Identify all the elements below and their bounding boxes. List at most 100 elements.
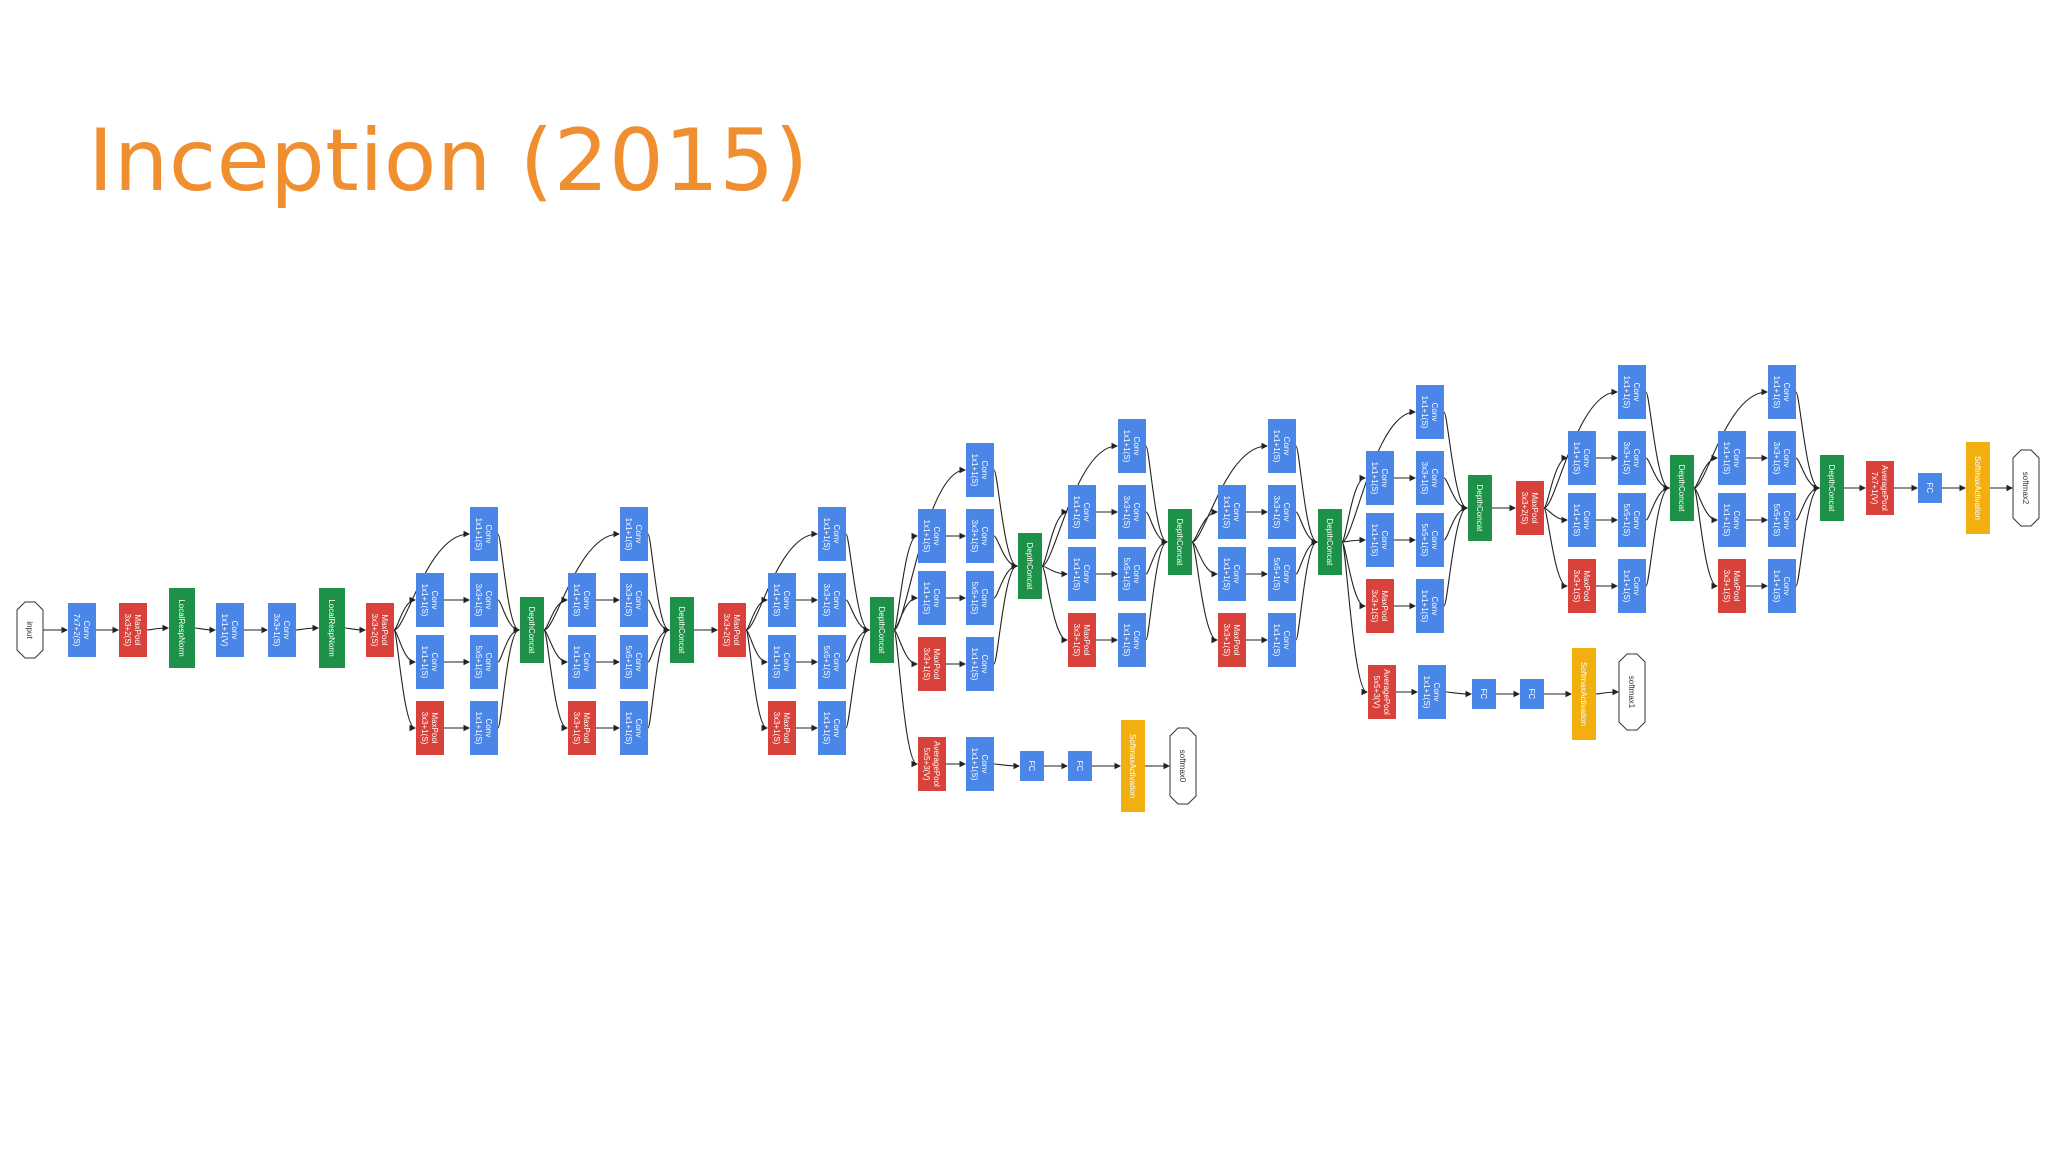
- node-i4dc5-shape: [1268, 547, 1296, 601]
- node-i3amp-label: MaxPool3x3+1(S): [420, 712, 439, 745]
- node-i3bmp: MaxPool3x3+1(S): [568, 701, 596, 755]
- node-i4db1-shape: [1268, 419, 1296, 473]
- node-i4cmp: MaxPool3x3+1(S): [1068, 613, 1096, 667]
- node-i5ac5-label: Conv5x5+1(S): [1622, 504, 1641, 537]
- edge-i3ac3-i3acat: [497, 599, 521, 634]
- node-i4cr3: Conv1x1+1(S): [1068, 485, 1096, 539]
- node-i4dr3: Conv1x1+1(S): [1218, 485, 1246, 539]
- node-i3bc5-label: Conv5x5+1(S): [624, 646, 643, 679]
- node-i4br3-shape: [918, 509, 946, 563]
- node-i4dr5-label: Conv1x1+1(S): [1222, 558, 1241, 591]
- node-i4dcat: DepthConcat: [1318, 509, 1342, 575]
- node-i3br5-shape: [568, 635, 596, 689]
- node-i3ac3-shape: [470, 573, 498, 627]
- node-i4emp-shape: [1366, 579, 1394, 633]
- node-i4amp-shape: [768, 701, 796, 755]
- node-i4ab1-label: Conv1x1+1(S): [822, 518, 841, 551]
- edge-i3app-i3acat: [497, 626, 521, 729]
- node-i3ab1-shape: [470, 507, 498, 561]
- node-i4ac3: Conv3x3+1(S): [818, 573, 846, 627]
- edge-i4app-i4acat: [845, 626, 871, 729]
- node-i3br5: Conv1x1+1(S): [568, 635, 596, 689]
- node-ap0-label: AveragePool5x5+3(V): [922, 741, 941, 787]
- diagram-nodes: input Conv7x7+2(S) MaxPool3x3+2(S) LocalRes…: [16, 365, 2040, 812]
- edge-lrn1-conv2: [194, 626, 217, 634]
- node-i5ar5-shape: [1568, 493, 1596, 547]
- node-i3bb1: Conv1x1+1(S): [620, 507, 648, 561]
- node-i4bb1-shape: [966, 443, 994, 497]
- node-sm0-shape: [1169, 727, 1197, 805]
- node-i4ar5-shape: [768, 635, 796, 689]
- edge-i4ccat-i4dr3: [1191, 508, 1219, 543]
- node-i4ar5-label: Conv1x1+1(S): [772, 646, 791, 679]
- node-i4cc5-label: Conv5x5+1(S): [1122, 558, 1141, 591]
- edge-conv3-lrn2: [295, 624, 320, 632]
- edge-i5app-i5acat: [1645, 484, 1671, 587]
- node-i3ac5-label: Conv5x5+1(S): [474, 646, 493, 679]
- node-i3br3: Conv1x1+1(S): [568, 573, 596, 627]
- node-pool3: MaxPool3x3+2(S): [718, 603, 746, 657]
- edge-i4dcat-ap1: [1341, 541, 1369, 696]
- node-ax1c-label: Conv1x1+1(S): [1422, 676, 1441, 709]
- node-i3acat-shape: [520, 597, 544, 663]
- node-i5ar3-label: Conv1x1+1(S): [1572, 442, 1591, 475]
- node-lrn1-label: LocalRespNorm: [177, 599, 186, 657]
- node-i4bmp: MaxPool3x3+1(S): [918, 637, 946, 691]
- node-i4cr5: Conv1x1+1(S): [1068, 547, 1096, 601]
- node-i4er5: Conv1x1+1(S): [1366, 513, 1394, 567]
- node-pool2: MaxPool3x3+2(S): [366, 603, 394, 657]
- node-i5ar5: Conv1x1+1(S): [1568, 493, 1596, 547]
- node-i3br3-shape: [568, 573, 596, 627]
- node-ax1c-shape: [1418, 665, 1446, 719]
- node-i5ab1-shape: [1618, 365, 1646, 419]
- edge-i4ccat-i4dr5: [1191, 541, 1219, 578]
- edge-pool2-i3amp: [393, 629, 417, 732]
- node-ax0s: SoftmaxActivation: [1121, 720, 1145, 812]
- node-i3bcat-shape: [670, 597, 694, 663]
- node-i4cb1-shape: [1118, 419, 1146, 473]
- node-i4er5-label: Conv1x1+1(S): [1370, 524, 1389, 557]
- node-i3bpp-label: Conv1x1+1(S): [624, 712, 643, 745]
- node-conv1-label: Conv7x7+2(S): [72, 614, 91, 647]
- node-i3bc3-label: Conv3x3+1(S): [624, 584, 643, 617]
- node-i4bc3: Conv3x3+1(S): [966, 509, 994, 563]
- node-ax1f2: FC: [1520, 679, 1544, 709]
- node-ap0: AveragePool5x5+3(V): [918, 737, 946, 791]
- node-fcf-shape: [1918, 473, 1942, 503]
- node-smf: SoftmaxActivation: [1966, 442, 1990, 534]
- node-i4acat-label: DepthConcat: [877, 607, 886, 654]
- node-i3bc3: Conv3x3+1(S): [620, 573, 648, 627]
- node-i4dpp-shape: [1268, 613, 1296, 667]
- node-conv2-shape: [216, 603, 244, 657]
- node-i4dc5: Conv5x5+1(S): [1268, 547, 1296, 601]
- node-lrn2: LocalRespNorm: [319, 588, 345, 668]
- node-i5bc5-shape: [1768, 493, 1796, 547]
- edge-i5acat-i5br3: [1693, 454, 1719, 489]
- node-i5ac3-shape: [1618, 431, 1646, 485]
- node-i4cmp-shape: [1068, 613, 1096, 667]
- node-i4ec5-label: Conv5x5+1(S): [1420, 524, 1439, 557]
- node-i3bmp-shape: [568, 701, 596, 755]
- node-i3bb1-shape: [620, 507, 648, 561]
- edge-i4acat-i4bmp: [893, 629, 919, 668]
- node-i4cc3-shape: [1118, 485, 1146, 539]
- node-pool3-shape: [718, 603, 746, 657]
- node-i3br3-label: Conv1x1+1(S): [572, 584, 591, 617]
- node-i5ac5: Conv5x5+1(S): [1618, 493, 1646, 547]
- edge-i4ab1-i4acat: [845, 533, 871, 634]
- node-sm1-label: softmax1: [1627, 676, 1636, 709]
- node-i4app-shape: [818, 701, 846, 755]
- edge-i4bb1-i4bcat: [993, 469, 1019, 570]
- edge-i5bpp-i5bcat: [1795, 484, 1821, 587]
- node-i5bc5-label: Conv5x5+1(S): [1772, 504, 1791, 537]
- edge-i4bc3-i4bcat: [993, 535, 1019, 570]
- edge-lrn2-pool2: [344, 626, 367, 634]
- node-i4cmp-label: MaxPool3x3+1(S): [1072, 624, 1091, 657]
- node-i5ar3-shape: [1568, 431, 1596, 485]
- node-i4bmp-label: MaxPool3x3+1(S): [922, 648, 941, 681]
- node-i4ecat: DepthConcat: [1468, 475, 1492, 541]
- node-ax1c: Conv1x1+1(S): [1418, 665, 1446, 719]
- node-i5bmp: MaxPool3x3+1(S): [1718, 559, 1746, 613]
- node-ax0f2-shape: [1068, 751, 1092, 781]
- node-i5br3-shape: [1718, 431, 1746, 485]
